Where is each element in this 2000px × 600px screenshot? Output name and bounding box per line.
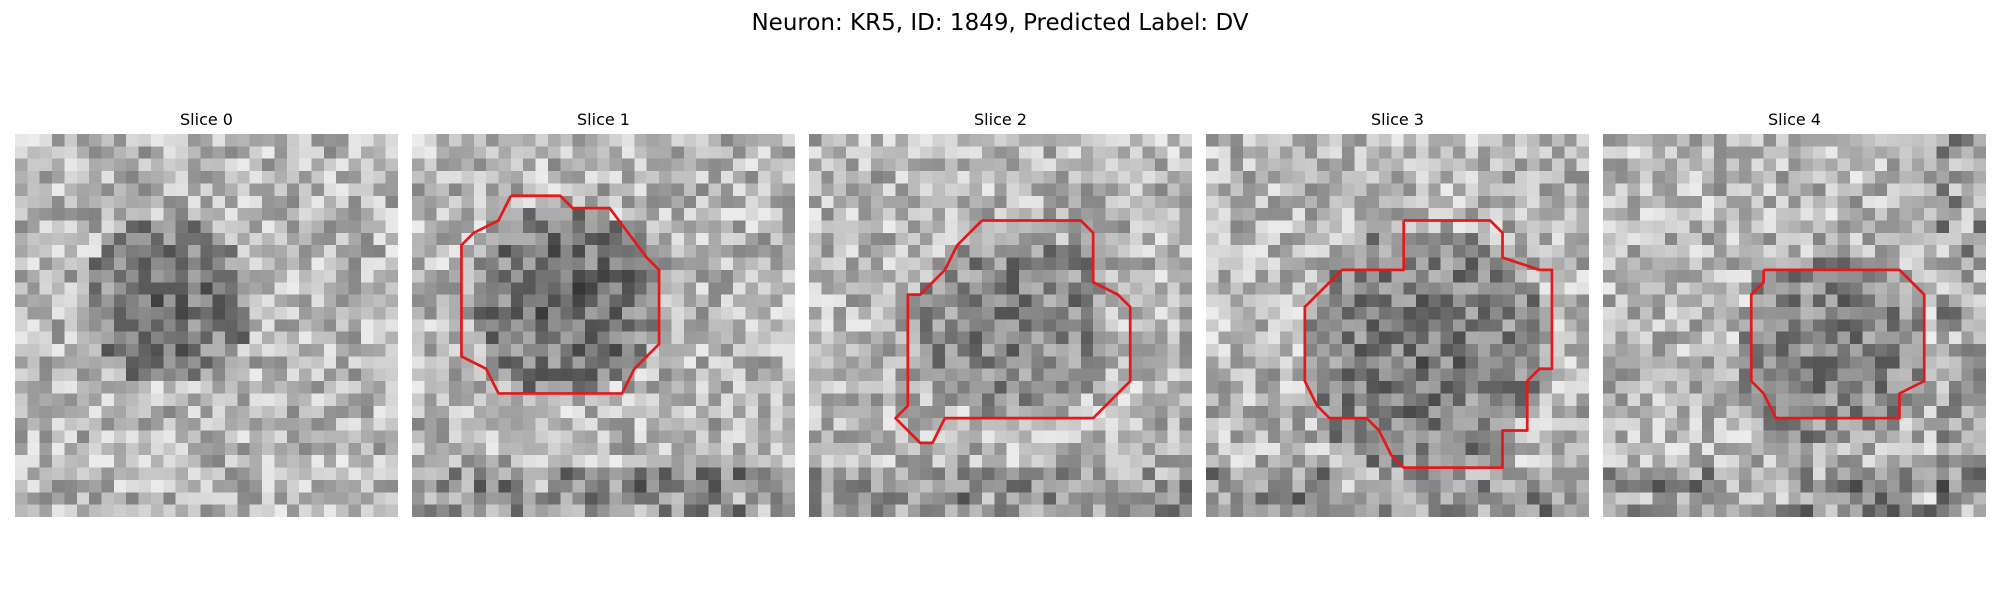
slice-title: Slice 1 [577, 110, 630, 129]
slice-image [1603, 134, 1986, 517]
figure-title: Neuron: KR5, ID: 1849, Predicted Label: … [751, 10, 1249, 36]
roi-contour [460, 194, 661, 395]
slice-title: Slice 2 [974, 110, 1027, 129]
roi-overlay [894, 219, 1132, 445]
roi-overlay [1749, 268, 1926, 420]
roi-contour [894, 219, 1132, 445]
slice-title: Slice 3 [1371, 110, 1424, 129]
roi-overlay [460, 194, 661, 395]
roi-overlay [1303, 219, 1554, 469]
roi-contour [1749, 268, 1926, 420]
slice-title: Slice 0 [180, 110, 233, 129]
slice-image [1206, 134, 1589, 517]
roi-contour [1303, 219, 1554, 469]
slice-title: Slice 4 [1768, 110, 1821, 129]
slice-image [15, 134, 398, 517]
slice-image [809, 134, 1192, 517]
slice-image [412, 134, 795, 517]
